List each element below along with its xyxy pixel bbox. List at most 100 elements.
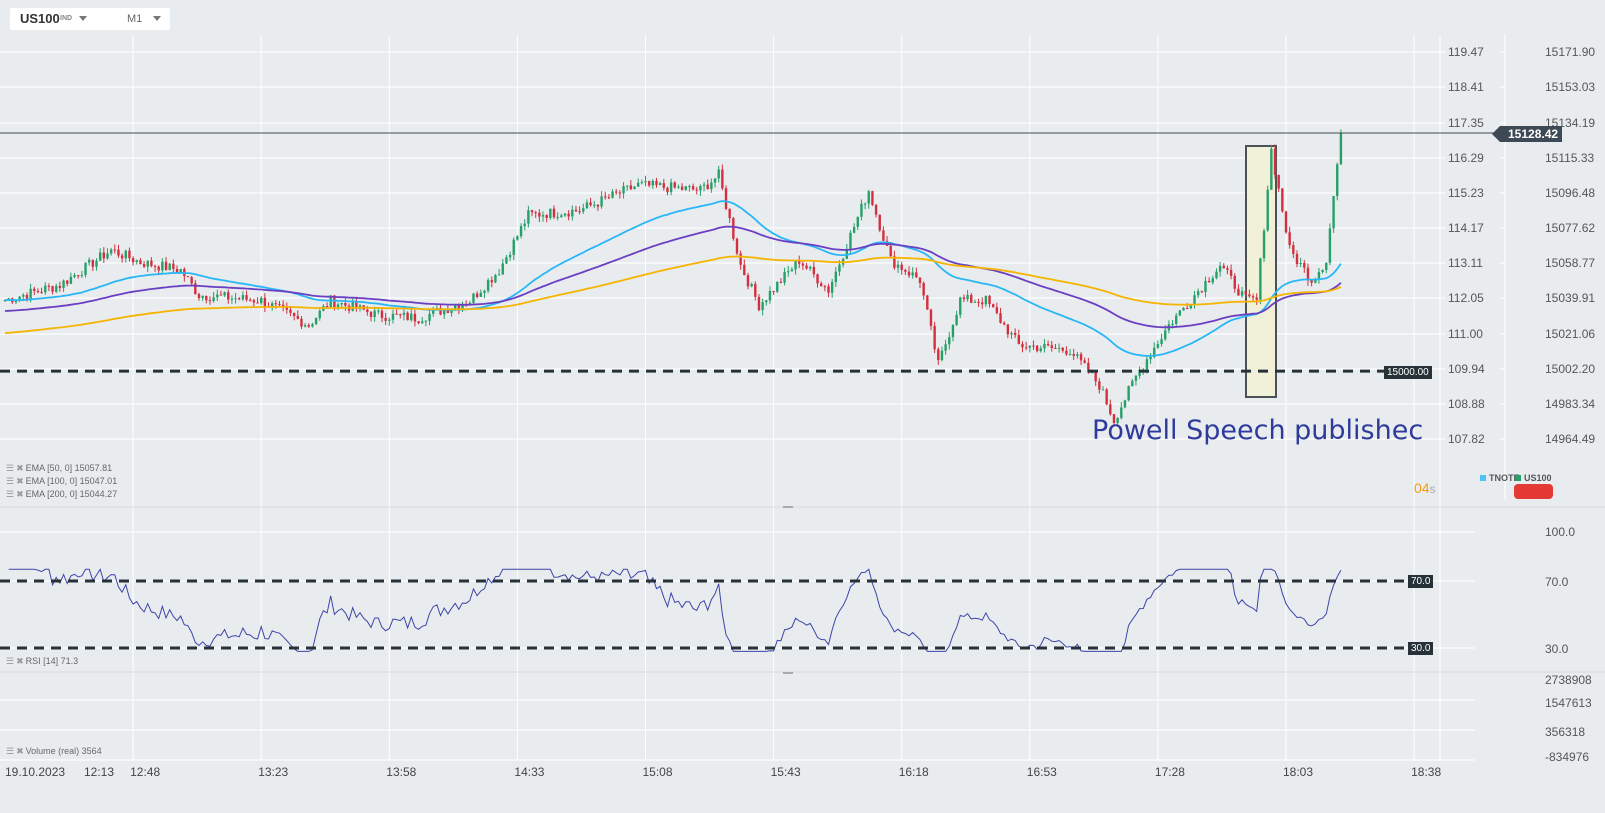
rsi-level-30-label: 30.0 (1408, 642, 1434, 655)
candle-body (146, 260, 149, 267)
candle-body (1006, 324, 1010, 335)
ema-100-line (4, 225, 1342, 329)
settings-icon[interactable]: ☰ (6, 746, 15, 756)
level-lines (0, 132, 1500, 650)
candle-body (172, 263, 175, 269)
candle-body (889, 245, 892, 257)
rsi-axis-100: 100.0 (1545, 525, 1576, 539)
candle-body (1325, 262, 1328, 270)
candle-body (87, 259, 91, 263)
instrument-us100[interactable]: US100 (1515, 473, 1552, 483)
candle-body (366, 309, 369, 313)
candle-body (1306, 267, 1310, 281)
candle-body (223, 292, 226, 296)
candle-body (1266, 189, 1269, 231)
candle-body (1171, 323, 1174, 325)
instrument-tnote[interactable]: TNOTE (1480, 473, 1520, 483)
us100-price-tick: 14964.49 (1545, 432, 1596, 446)
legend-volume[interactable]: ☰ ✖ Volume (real) 3564 (6, 746, 102, 756)
candle-body (161, 261, 164, 271)
candle-body (604, 196, 607, 198)
candle-body (516, 236, 519, 240)
candle-body (585, 202, 589, 209)
symbol-name[interactable]: US100 (20, 11, 60, 26)
candle-body (695, 189, 698, 191)
annotation-text[interactable]: Powell Speech publishec (1092, 415, 1424, 446)
candle-body (98, 252, 102, 261)
level-label-15000[interactable]: 15000.00 (1384, 366, 1432, 379)
candle-body (658, 183, 662, 186)
candle-body (490, 280, 493, 283)
candle-body (739, 253, 742, 265)
candle-body (959, 297, 962, 315)
tnote-price-tick: 117.35 (1448, 116, 1484, 130)
candle-body (750, 283, 753, 287)
symbol-dropdown-icon[interactable] (79, 16, 87, 21)
remove-icon[interactable]: ✖ (16, 489, 24, 499)
candle-body (190, 277, 193, 284)
candle-body (1314, 279, 1317, 283)
candle-body (867, 191, 870, 204)
timeframe-dropdown-icon[interactable] (153, 16, 161, 21)
candle-body (1131, 380, 1134, 387)
candle-body (838, 264, 841, 272)
candle-body (794, 260, 797, 270)
candle-body (673, 182, 676, 188)
candle-body (1284, 211, 1288, 233)
candle-body (1043, 343, 1046, 349)
timeframe-selector[interactable]: M1 (127, 13, 143, 25)
candle-body (1237, 288, 1240, 296)
candle-body (336, 304, 340, 308)
candle-body (1145, 359, 1149, 370)
legend-ema200[interactable]: ☰ ✖ EMA [200, 0] 15044.27 (6, 489, 118, 499)
candle-body (1251, 296, 1255, 298)
settings-icon[interactable]: ☰ (6, 656, 15, 666)
candle-body (860, 203, 863, 217)
rsi-axis-70: 70.0 (1545, 575, 1569, 589)
candle-body (611, 191, 614, 198)
time-tick: 15:43 (770, 765, 801, 779)
symbol-selector-box[interactable]: US100 IND M1 (10, 8, 170, 30)
candle-body (519, 226, 523, 237)
candle-body (443, 309, 446, 315)
us100-status-button[interactable] (1514, 484, 1553, 499)
remove-icon[interactable]: ✖ (16, 656, 24, 666)
us100-price-tick: 15096.48 (1545, 186, 1596, 200)
tnote-price-tick: 109.94 (1448, 362, 1485, 376)
candle-body (1273, 148, 1277, 175)
remove-icon[interactable]: ✖ (16, 463, 24, 473)
candle-body (907, 271, 911, 276)
settings-icon[interactable]: ☰ (6, 476, 15, 486)
remove-icon[interactable]: ✖ (16, 746, 24, 756)
candle-body (538, 212, 541, 217)
time-axis-date: 19.10.2023 (5, 765, 66, 779)
candle-body (1189, 304, 1193, 309)
candle-body (329, 295, 332, 308)
legend-rsi[interactable]: ☰ ✖ RSI [14] 71.3 (6, 656, 79, 666)
candle-body (677, 186, 680, 188)
legend-ema100[interactable]: ☰ ✖ EMA [100, 0] 15047.01 (6, 476, 118, 486)
candle-body (929, 309, 933, 326)
time-tick: 16:53 (1026, 765, 1057, 779)
candle-body (699, 185, 702, 191)
settings-icon[interactable]: ☰ (6, 489, 15, 499)
legend-ema50[interactable]: ☰ ✖ EMA [50, 0] 15057.81 (6, 463, 113, 473)
us100-price-tick: 15021.06 (1545, 327, 1596, 341)
candle-body (1332, 196, 1335, 229)
candle-body (1310, 280, 1313, 283)
candle-body (1215, 271, 1218, 279)
candle-body (1255, 297, 1258, 300)
candles (3, 129, 1343, 426)
tnote-price-tick: 114.17 (1448, 221, 1484, 235)
candle-body (263, 297, 267, 307)
candle-body (772, 290, 775, 292)
candle-body (552, 208, 556, 218)
candle-body (51, 286, 54, 292)
candle-body (384, 317, 387, 321)
candle-body (450, 309, 453, 314)
candle-body (1028, 345, 1031, 348)
remove-icon[interactable]: ✖ (16, 476, 24, 486)
settings-icon[interactable]: ☰ (6, 463, 15, 473)
candle-body (501, 263, 504, 275)
